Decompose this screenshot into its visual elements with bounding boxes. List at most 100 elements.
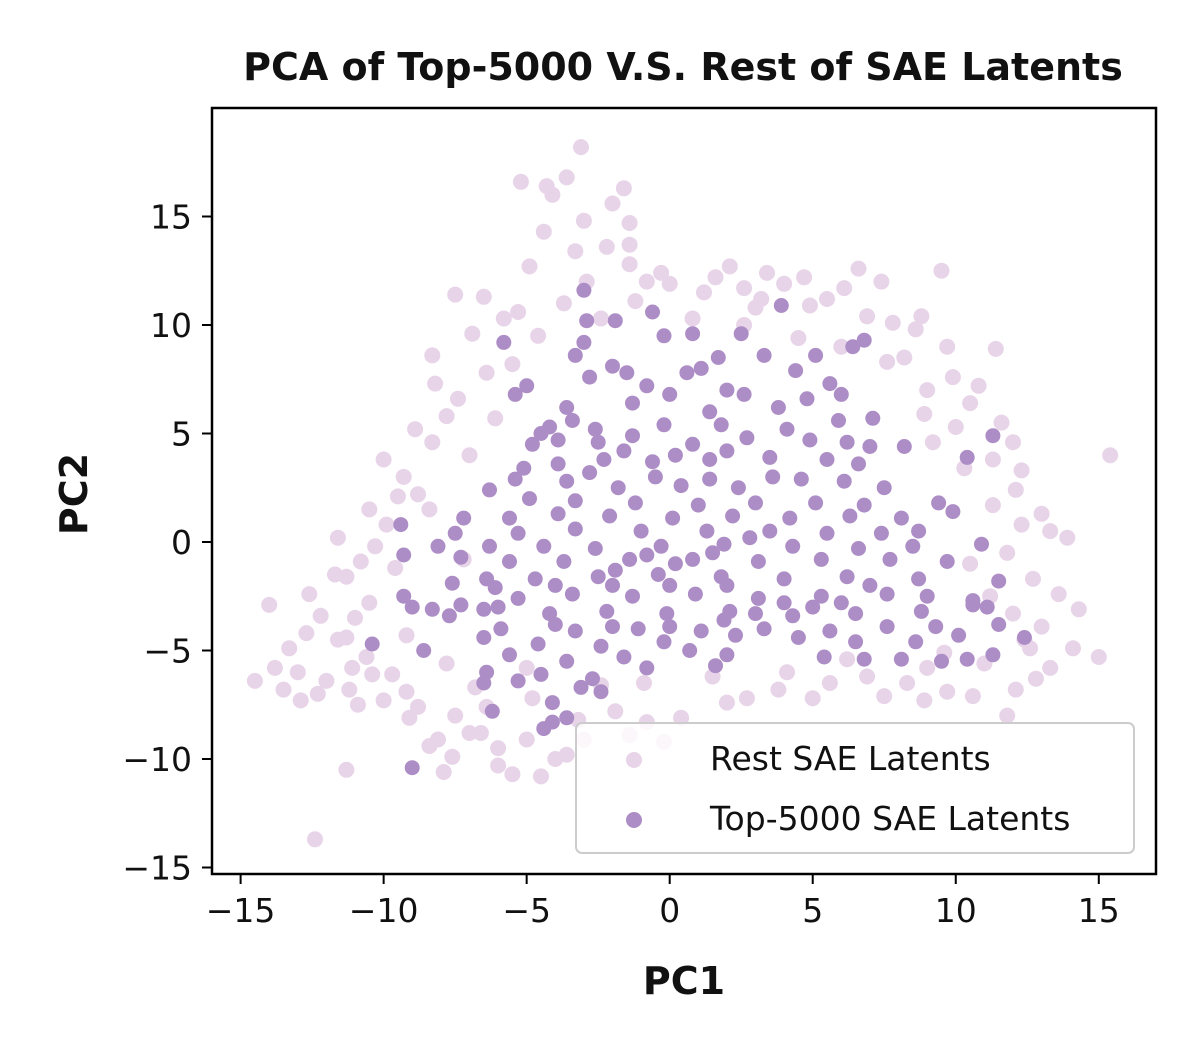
data-point xyxy=(685,326,701,342)
data-point xyxy=(444,748,461,765)
data-point xyxy=(911,571,927,587)
data-point xyxy=(730,480,746,496)
data-point xyxy=(716,612,732,628)
data-point xyxy=(464,325,481,342)
data-point xyxy=(836,473,852,489)
data-point xyxy=(719,577,735,593)
data-point xyxy=(559,400,575,415)
data-point xyxy=(453,597,469,613)
data-point xyxy=(848,606,864,622)
data-point xyxy=(748,606,763,622)
data-point xyxy=(298,625,315,642)
data-point xyxy=(519,378,535,394)
data-point xyxy=(602,508,618,524)
x-tick-label: 10 xyxy=(935,891,977,930)
data-point xyxy=(819,525,835,541)
data-point xyxy=(352,553,369,570)
data-point xyxy=(765,469,781,485)
data-point xyxy=(862,577,878,593)
data-point xyxy=(802,432,818,448)
data-point xyxy=(482,538,497,554)
data-point xyxy=(702,404,718,420)
data-point xyxy=(424,601,440,617)
data-point xyxy=(1005,605,1021,622)
data-point xyxy=(650,567,666,582)
data-point xyxy=(662,386,678,402)
data-point xyxy=(1033,505,1050,522)
data-point xyxy=(424,434,441,451)
data-point xyxy=(604,195,621,212)
data-point xyxy=(939,338,956,355)
data-point xyxy=(261,596,278,613)
data-point xyxy=(985,647,1001,663)
legend-box xyxy=(575,722,1135,854)
data-point xyxy=(535,223,552,240)
data-point xyxy=(1050,586,1067,603)
data-point xyxy=(705,545,721,561)
data-point xyxy=(1007,681,1024,698)
data-point xyxy=(719,647,735,663)
data-point xyxy=(590,569,606,585)
data-point xyxy=(1013,516,1030,533)
data-point xyxy=(970,377,987,394)
data-point xyxy=(593,684,609,700)
data-point xyxy=(576,282,592,298)
data-point xyxy=(329,529,346,546)
data-point xyxy=(959,449,975,465)
data-point xyxy=(965,597,981,613)
data-point xyxy=(984,497,1001,514)
data-point xyxy=(873,273,890,290)
data-point xyxy=(708,658,723,674)
y-tick-label: −10 xyxy=(122,740,192,779)
data-point xyxy=(793,471,809,487)
data-point xyxy=(896,349,913,366)
data-point xyxy=(504,766,521,783)
data-point xyxy=(939,554,955,569)
data-point xyxy=(821,675,838,691)
data-point xyxy=(1016,630,1032,645)
data-point xyxy=(567,347,583,363)
data-point xyxy=(839,569,855,585)
data-point xyxy=(349,696,366,713)
data-point xyxy=(770,400,786,415)
data-point xyxy=(341,681,358,698)
data-point xyxy=(856,332,872,348)
data-point xyxy=(879,586,895,602)
data-point xyxy=(736,386,752,402)
data-point xyxy=(281,640,298,657)
data-point xyxy=(947,419,964,435)
data-point xyxy=(899,675,916,691)
data-point xyxy=(558,169,575,186)
data-point xyxy=(559,653,575,669)
data-point xyxy=(750,554,766,569)
data-point xyxy=(773,298,789,313)
data-point xyxy=(896,439,912,454)
data-point xyxy=(361,501,378,518)
data-point xyxy=(999,544,1016,561)
data-point xyxy=(490,740,507,757)
data-point xyxy=(347,609,363,626)
data-point xyxy=(1027,670,1044,687)
data-point xyxy=(699,523,715,539)
data-point xyxy=(441,608,457,624)
data-point xyxy=(524,436,540,452)
data-point xyxy=(833,386,849,402)
data-point xyxy=(916,692,933,709)
data-point xyxy=(928,619,944,635)
data-point xyxy=(884,314,901,331)
y-tick-label: 10 xyxy=(150,306,192,345)
data-point xyxy=(759,264,775,281)
data-point xyxy=(665,510,681,526)
data-point xyxy=(770,681,787,698)
data-point xyxy=(739,430,755,446)
data-point xyxy=(344,659,361,676)
data-point xyxy=(716,536,732,552)
data-point xyxy=(785,608,801,624)
data-point xyxy=(905,538,921,554)
data-point xyxy=(1007,481,1024,498)
data-point xyxy=(607,562,623,578)
data-point xyxy=(358,649,375,665)
data-point xyxy=(851,456,866,472)
data-point xyxy=(484,703,500,719)
data-point xyxy=(607,703,624,720)
